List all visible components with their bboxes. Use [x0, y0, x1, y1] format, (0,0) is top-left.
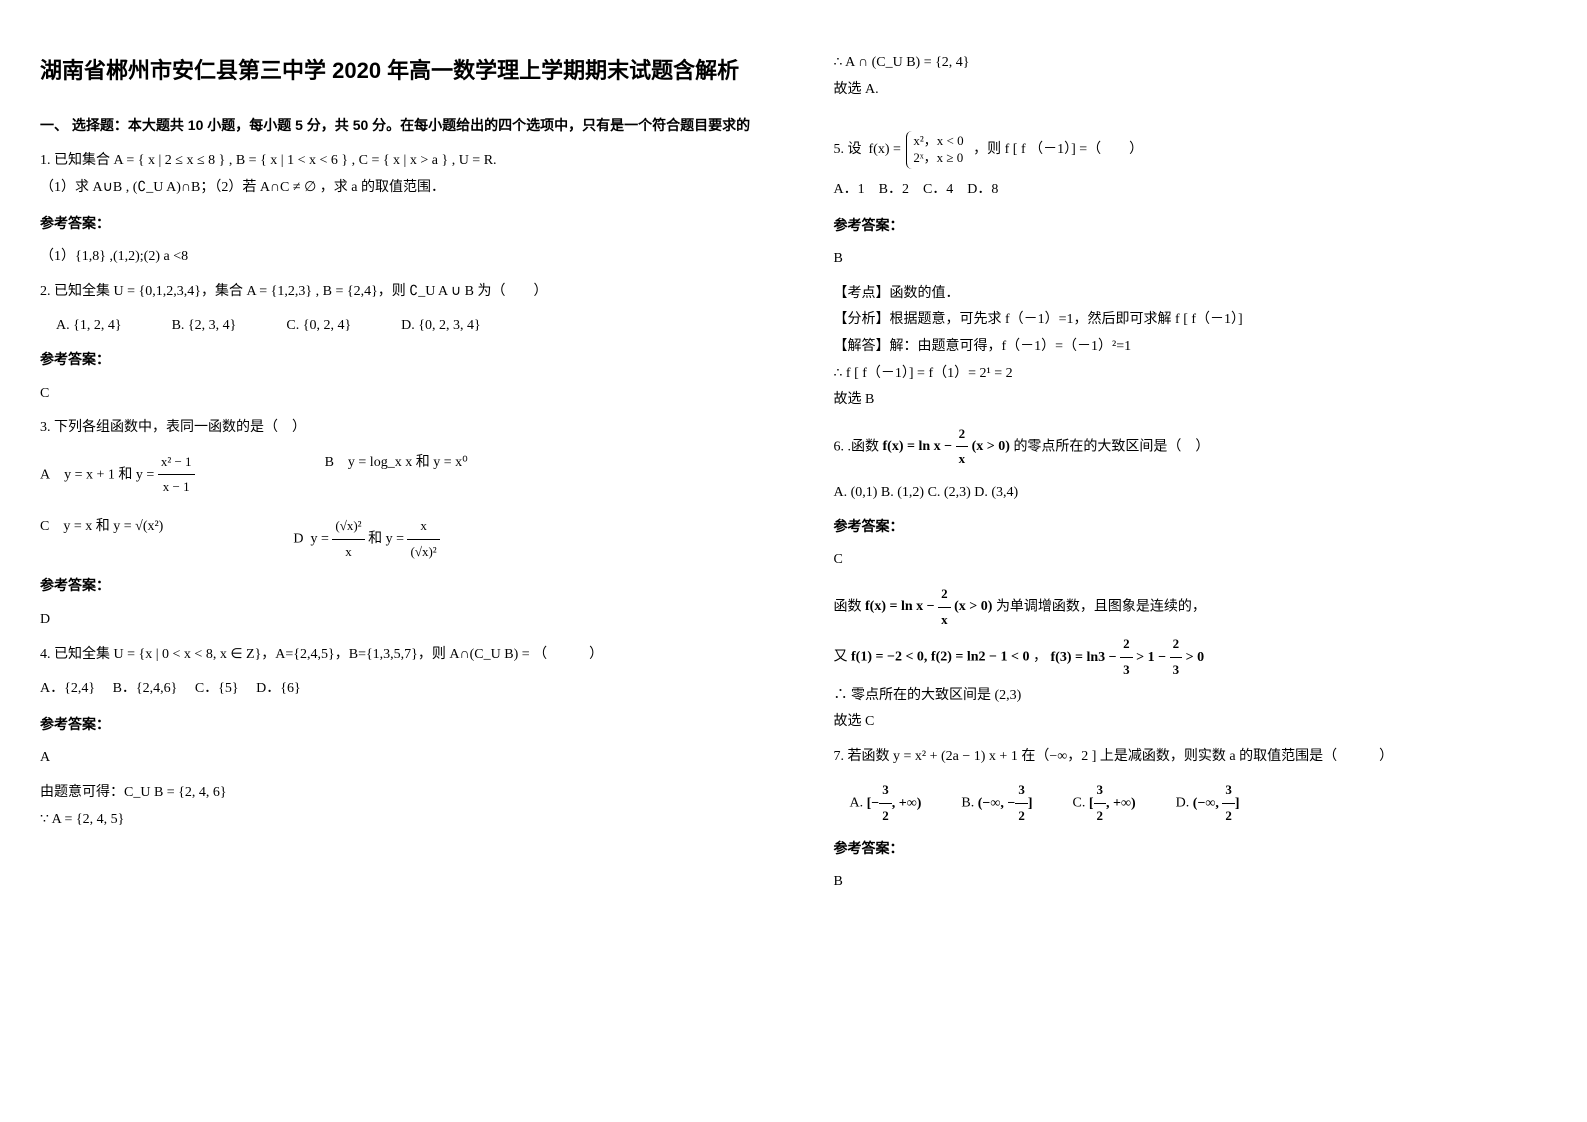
section-heading: 一、 选择题：本大题共 10 小题，每小题 5 分，共 50 分。在每小题给出的… [40, 112, 754, 139]
q2-opt-d: D. {0, 2, 3, 4} [401, 313, 481, 340]
question-1: 1. 已知集合 A = { x | 2 ≤ x ≤ 8 } , B = { x … [40, 148, 754, 201]
q5-ex3: 【解答】解：由题意可得，f（－1）=（－1）²=1 [834, 334, 1548, 361]
q2-answer: C [40, 381, 754, 408]
q6-answer: C [834, 547, 1548, 574]
q1-sub: （1）求 A∪B , (∁_U A)∩B；（2）若 A∩C ≠ ∅ ，求 a 的… [40, 175, 754, 202]
answer-label: 参考答案： [834, 513, 1548, 540]
q4-explain-1: 由题意可得：C_U B = {2, 4, 6} [40, 780, 754, 807]
answer-label: 参考答案： [834, 212, 1548, 239]
q7-opt-d: D. (−∞, 32] [1176, 778, 1240, 828]
q7-opt-b: B. (−∞, −32] [961, 778, 1032, 828]
q5-ex2: 【分析】根据题意，可先求 f（－1）=1，然后即可求解 f [ f（－1）] [834, 307, 1548, 334]
answer-label: 参考答案： [40, 711, 754, 738]
q7-options: A. [−32, +∞) B. (−∞, −32] C. [32, +∞) D.… [850, 778, 1548, 828]
q2-stem: 2. 已知全集 U = {0,1,2,3,4}，集合 A = {1,2,3} ,… [40, 284, 547, 299]
q6-ex4: 故选 C [834, 709, 1548, 736]
answer-label: 参考答案： [40, 346, 754, 373]
question-5: 5. 设 f(x) = x²，x < 0 2ˣ，x ≥ 0 ，则 f [ f （… [834, 131, 1548, 169]
question-3: 3. 下列各组函数中，表同一函数的是（ ） [40, 415, 754, 442]
q7-opt-c: C. [32, +∞) [1073, 778, 1136, 828]
q6-ex-values: 又 f(1) = −2 < 0, f(2) = ln2 − 1 < 0 ， f(… [834, 632, 1548, 682]
piecewise-icon: x²，x < 0 2ˣ，x ≥ 0 [906, 131, 969, 169]
q3-answer: D [40, 607, 754, 634]
exam-title: 湖南省郴州市安仁县第三中学 2020 年高一数学理上学期期末试题含解析 [40, 50, 754, 92]
q5-ex4: ∴ f [ f（－1）] = f（1）= 2¹ = 2 [834, 361, 1548, 388]
q1-answer: （1）{1,8} ,(1,2);(2) a <8 [40, 244, 754, 271]
right-column: ∴ A ∩ (C_U B) = {2, 4} 故选 A. 5. 设 f(x) =… [794, 0, 1587, 1122]
question-4: 4. 已知全集 U = {x | 0 < x < 8, x ∈ Z}，A={2,… [40, 642, 754, 669]
question-7: 7. 若函数 y = x² + (2a − 1) x + 1 在（−∞，2 ] … [834, 744, 1548, 771]
answer-label: 参考答案： [834, 835, 1548, 862]
q3-opt-a: A y = x + 1 和 y = x² − 1x − 1 [40, 450, 195, 500]
left-column: 湖南省郴州市安仁县第三中学 2020 年高一数学理上学期期末试题含解析 一、 选… [0, 0, 794, 1122]
q5-ex1: 【考点】函数的值． [834, 281, 1548, 308]
q4-explain-3: ∴ A ∩ (C_U B) = {2, 4} [834, 50, 1548, 77]
q4-answer: A [40, 745, 754, 772]
answer-label: 参考答案： [40, 210, 754, 237]
q3-option-grid: A y = x + 1 和 y = x² − 1x − 1 B y = log_… [40, 450, 754, 565]
question-6: 6. .函数 f(x) = ln x − 2x (x > 0) 的零点所在的大致… [834, 422, 1548, 472]
q1-stem: 1. 已知集合 A = { x | 2 ≤ x ≤ 8 } , B = { x … [40, 148, 754, 175]
q2-options: A. {1, 2, 4} B. {2, 3, 4} C. {0, 2, 4} D… [56, 313, 754, 340]
q3-opt-b: B y = log_x x 和 y = x⁰ [325, 450, 468, 500]
q4-options: A．{2,4} B．{2,4,6} C．{5} D．{6} [40, 676, 754, 703]
q2-opt-c: C. {0, 2, 4} [286, 313, 351, 340]
q3-opt-c: C y = x 和 y = √(x²) [40, 514, 163, 564]
q7-answer: B [834, 869, 1548, 896]
q6-options: A. (0,1) B. (1,2) C. (2,3) D. (3,4) [834, 480, 1548, 507]
q2-opt-b: B. {2, 3, 4} [172, 313, 237, 340]
q4-explain-4: 故选 A. [834, 77, 1548, 104]
q4-explain-2: ∵ A = {2, 4, 5} [40, 807, 754, 834]
q6-ex3: ∴ 零点所在的大致区间是 (2,3) [834, 683, 1548, 710]
q7-opt-a: A. [−32, +∞) [850, 778, 922, 828]
q6-ex-func: 函数 f(x) = ln x − 2x (x > 0) 为单调增函数，且图象是连… [834, 582, 1548, 632]
q5-ex5: 故选 B [834, 387, 1548, 414]
q2-opt-a: A. {1, 2, 4} [56, 313, 122, 340]
q3-opt-d: D y = (√x)²x 和 y = x(√x)² [293, 514, 439, 564]
answer-label: 参考答案： [40, 572, 754, 599]
q5-options: A．1 B．2 C．4 D．8 [834, 177, 1548, 204]
question-2: 2. 已知全集 U = {0,1,2,3,4}，集合 A = {1,2,3} ,… [40, 279, 754, 306]
q5-answer: B [834, 246, 1548, 273]
